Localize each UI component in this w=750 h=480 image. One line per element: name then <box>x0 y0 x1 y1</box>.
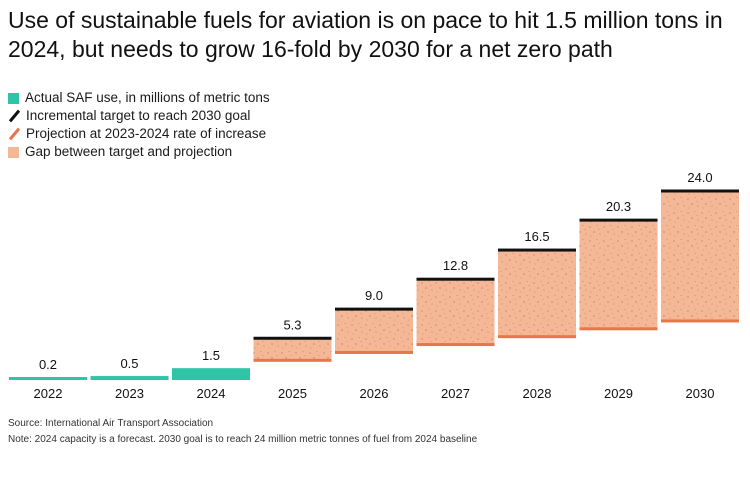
legend: Actual SAF use, in millions of metric to… <box>8 89 270 161</box>
x-tick-label-2023: 2023 <box>115 386 144 401</box>
gap-bar-2025 <box>253 338 332 361</box>
gap-bar-2026 <box>335 309 413 353</box>
legend-swatch-gap <box>8 146 19 158</box>
value-label-2022: 0.2 <box>39 357 57 372</box>
value-label-2027: 12.8 <box>443 258 468 273</box>
gap-bar-2030 <box>661 191 739 321</box>
legend-label-projection: Projection at 2023-2024 rate of increase <box>26 126 267 141</box>
chart-title: Use of sustainable fuels for aviation is… <box>8 7 723 62</box>
x-tick-label-2026: 2026 <box>360 386 389 401</box>
value-label-2023: 0.5 <box>120 356 138 371</box>
chart-plot: 0.2 2022 0.5 2023 1.5 2024 5.3 2025 9.0 2026 12.8 2… <box>9 170 739 401</box>
legend-item-actual: Actual SAF use, in millions of metric to… <box>8 89 270 107</box>
x-tick-label-2029: 2029 <box>604 386 633 401</box>
legend-item-gap: Gap between target and projection <box>8 143 270 161</box>
legend-label-actual: Actual SAF use, in millions of metric to… <box>25 90 270 105</box>
value-label-2029: 20.3 <box>606 199 631 214</box>
x-tick-label-2025: 2025 <box>278 386 307 401</box>
x-tick-label-2030: 2030 <box>686 386 715 401</box>
target-line-2027 <box>416 277 495 281</box>
projection-line-2028 <box>498 335 576 339</box>
x-tick-label-2027: 2027 <box>441 386 470 401</box>
target-line-2029 <box>579 218 658 222</box>
footnote: Note: 2024 capacity is a forecast. 2030 … <box>8 434 478 445</box>
value-label-2026: 9.0 <box>365 288 383 303</box>
value-label-2024: 1.5 <box>202 348 220 363</box>
actual-bar-2023 <box>90 376 169 380</box>
projection-line-2026 <box>335 350 413 354</box>
legend-label-gap: Gap between target and projection <box>25 144 233 159</box>
value-label-2028: 16.5 <box>524 229 549 244</box>
projection-line-2030 <box>661 319 739 323</box>
legend-item-projection: Projection at 2023-2024 rate of increase <box>8 125 270 143</box>
legend-swatch-actual <box>8 92 19 104</box>
target-line-2025 <box>253 336 332 340</box>
target-line-2028 <box>498 248 576 252</box>
value-label-2030: 24.0 <box>687 170 712 185</box>
actual-bar-2024 <box>172 368 250 380</box>
legend-label-target: Incremental target to reach 2030 goal <box>26 108 251 123</box>
value-label-2025: 5.3 <box>283 317 301 332</box>
target-line-2026 <box>335 307 413 311</box>
projection-line-2027 <box>416 343 495 347</box>
projection-line-2029 <box>579 327 658 331</box>
source-note: Source: International Air Transport Asso… <box>8 418 214 429</box>
x-tick-label-2022: 2022 <box>34 386 63 401</box>
gap-bar-2027 <box>416 279 495 345</box>
target-line-2030 <box>661 189 739 193</box>
legend-item-target: Incremental target to reach 2030 goal <box>8 107 270 125</box>
x-tick-label-2024: 2024 <box>197 386 226 401</box>
gap-bar-2029 <box>579 220 658 329</box>
gap-bar-2028 <box>498 250 576 337</box>
actual-bar-2022 <box>9 377 87 380</box>
projection-line-2025 <box>253 358 332 362</box>
x-tick-label-2028: 2028 <box>523 386 552 401</box>
